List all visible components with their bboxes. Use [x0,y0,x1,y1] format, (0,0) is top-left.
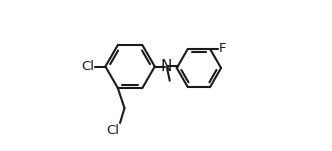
Text: Cl: Cl [106,124,120,137]
Text: Cl: Cl [81,60,94,73]
Text: N: N [160,59,172,74]
Text: F: F [218,42,226,55]
